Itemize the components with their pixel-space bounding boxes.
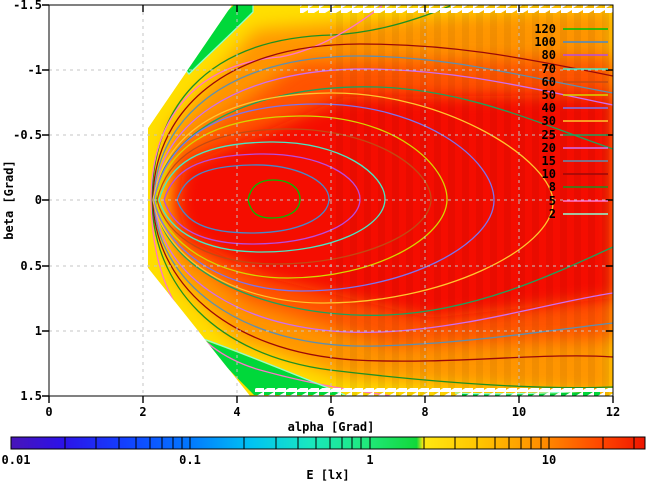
colorbar-tick-1: 1 (366, 453, 373, 467)
contour-line-70 (158, 141, 386, 253)
top-mirror-ticks (142, 5, 520, 12)
legend-label-40: 40 (542, 101, 556, 115)
legend-label-60: 60 (542, 75, 556, 89)
colorbar-tick-0.1: 0.1 (179, 453, 201, 467)
colorbar-log-ticks (64, 437, 635, 449)
contour-line-60 (156, 128, 432, 265)
colorbar-tick-labels: 0.01 0.1 1 10 (2, 453, 557, 467)
colorbar-gradient-bar (11, 437, 645, 449)
x-tick-labels: 0 2 4 6 8 10 12 (45, 405, 620, 419)
x-tick-label: 0 (45, 405, 52, 419)
contour-line-50 (154, 115, 448, 279)
legend-label-120: 120 (534, 22, 556, 36)
colorbar: 0.01 0.1 1 10 E [lx] (2, 436, 646, 482)
contour-line-40 (153, 103, 495, 292)
x-tick-label: 8 (421, 405, 428, 419)
contour-legend: 120 100 80 70 60 50 40 30 25 20 15 10 8 … (534, 22, 608, 221)
y-tick-labels: -1.5 -1 -0.5 0 0.5 1 1.5 (13, 0, 42, 403)
gridlines (49, 5, 613, 396)
contour-line-30 (152, 92, 554, 304)
legend-label-100: 100 (534, 35, 556, 49)
sawtooth-clip-bottom (255, 388, 613, 396)
y-axis-ticks (42, 4, 49, 397)
contour-line-100 (176, 164, 330, 234)
legend-label-30: 30 (542, 114, 556, 128)
contour-line-5 (150, 5, 393, 396)
y-tick-label: -0.5 (13, 128, 42, 142)
y-axis-title: beta [Grad] (2, 160, 16, 239)
gridlines-horizontal (49, 69, 613, 332)
legend-label-80: 80 (542, 48, 556, 62)
sawtooth-clip-top (300, 5, 613, 13)
legend-label-70: 70 (542, 62, 556, 76)
right-mirror-ticks (606, 69, 613, 332)
x-axis-title: alpha [Grad] (288, 420, 375, 434)
contour-line-2-bottom (197, 336, 346, 396)
x-tick-label: 10 (512, 405, 526, 419)
legend-label-8: 8 (549, 180, 556, 194)
legend-label-5: 5 (549, 194, 556, 208)
colorbar-title: E [lx] (306, 468, 349, 482)
colorbar-tick-0.01: 0.01 (2, 453, 31, 467)
y-tick-label: 0.5 (20, 259, 42, 273)
x-axis-ticks (48, 396, 614, 403)
y-tick-label: 1.5 (20, 389, 42, 403)
legend-line-samples (563, 28, 608, 215)
y-tick-label: -1.5 (13, 0, 42, 12)
y-tick-label: -1 (28, 63, 42, 77)
y-tick-label: 1 (35, 324, 42, 338)
legend-label-20: 20 (542, 141, 556, 155)
legend-label-10: 10 (542, 167, 556, 181)
contour-line-80 (163, 153, 361, 245)
x-tick-label: 4 (233, 405, 240, 419)
contour-line-120 (247, 179, 301, 219)
colorbar-tick-10: 10 (542, 453, 556, 467)
legend-label-2: 2 (549, 207, 556, 221)
legend-label-50: 50 (542, 88, 556, 102)
x-tick-label: 6 (327, 405, 334, 419)
x-tick-label: 2 (139, 405, 146, 419)
y-tick-label: 0 (35, 193, 42, 207)
legend-label-25: 25 (542, 128, 556, 142)
x-tick-label: 12 (606, 405, 620, 419)
colorbar-border (10, 436, 646, 450)
legend-label-15: 15 (542, 154, 556, 168)
legend-labels: 120 100 80 70 60 50 40 30 25 20 15 10 8 … (534, 22, 556, 221)
